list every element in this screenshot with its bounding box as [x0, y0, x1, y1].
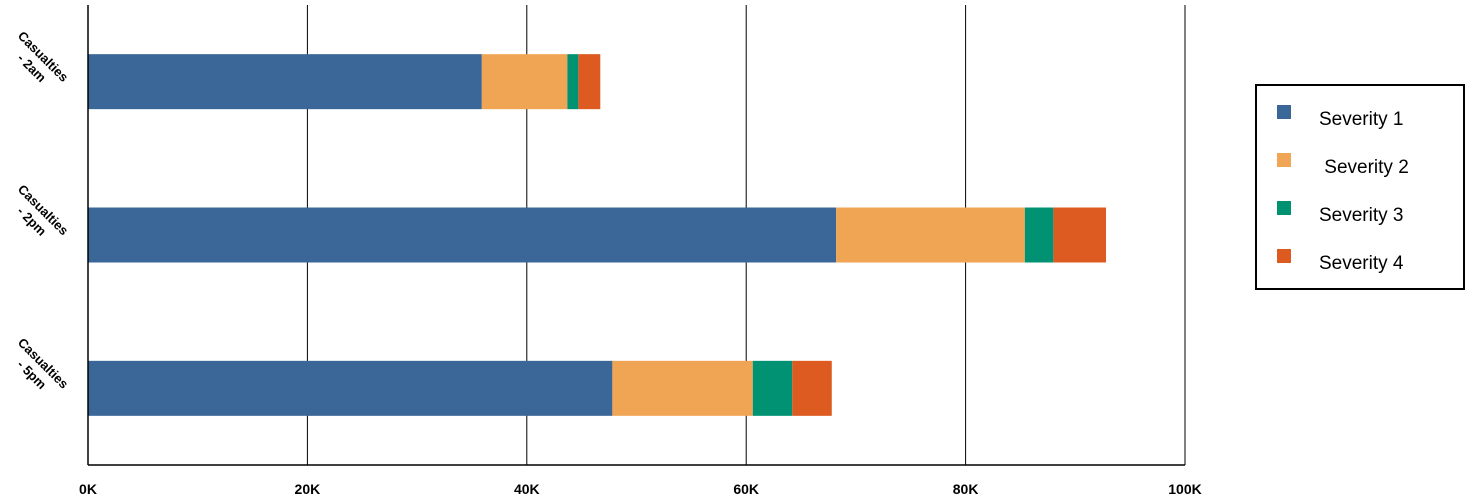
legend-swatch: [1277, 201, 1291, 215]
category-label: Casualties- 2am: [15, 28, 72, 85]
category-label: Casualties- 5pm: [14, 335, 71, 392]
legend-label: Severity 3: [1319, 205, 1404, 226]
category-label: Casualties- 2pm: [14, 182, 71, 239]
bar-segment: [752, 360, 793, 416]
legend-item-severity-4: Severity 4: [1277, 249, 1404, 276]
x-tick-label: 20K: [295, 481, 321, 497]
legend: Severity 1 Severity 2 Severity 3 Severit…: [1255, 84, 1465, 290]
category-labels: Casualties- 2am Casualties- 2pm Casualties…: [14, 28, 72, 392]
x-tick-labels: 0K 20K 40K 60K 80K 100K: [79, 481, 1202, 497]
x-tick-label: 80K: [953, 481, 979, 497]
x-tick-label: 0K: [79, 481, 97, 497]
bar-segment: [1053, 207, 1107, 263]
bar-segment: [1024, 207, 1054, 263]
bar-segment: [88, 54, 482, 110]
bar-segment: [578, 54, 601, 110]
legend-swatch: [1277, 249, 1291, 263]
bar-segment: [88, 207, 837, 263]
legend-label: Severity 4: [1319, 253, 1404, 274]
legend-item-severity-1: Severity 1: [1277, 105, 1404, 132]
legend-label: Severity 2: [1319, 157, 1409, 178]
legend-swatch: [1277, 105, 1291, 119]
legend-swatch: [1277, 153, 1291, 167]
x-tick-label: 40K: [514, 481, 540, 497]
x-tick-label: 60K: [733, 481, 759, 497]
bar-segment: [88, 360, 613, 416]
bar-segment: [612, 360, 753, 416]
axes: [87, 5, 1186, 466]
bar-segment: [481, 54, 568, 110]
legend-item-severity-2: Severity 2: [1277, 153, 1409, 180]
bar-segment: [567, 54, 579, 110]
bar-segment: [792, 360, 832, 416]
legend-item-severity-3: Severity 3: [1277, 201, 1404, 228]
bar-group: [88, 54, 1107, 416]
x-tick-label: 100K: [1168, 481, 1201, 497]
bar-segment: [836, 207, 1025, 263]
legend-label: Severity 1: [1319, 109, 1404, 130]
